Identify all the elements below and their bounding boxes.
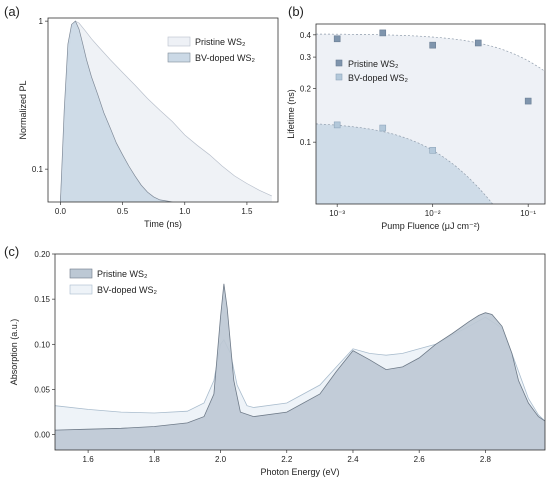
c-y-tick-label: 0.10 <box>34 340 50 349</box>
c-x-tick-label: 1.6 <box>83 455 95 464</box>
b-y-tick-label: 0.4 <box>300 31 312 40</box>
b-x-axis-label: Pump Fluence (μJ cm⁻²) <box>381 221 479 231</box>
plot-frame <box>47 17 279 203</box>
c-legend-swatch <box>69 268 93 279</box>
c-y-tick-label: 0.20 <box>34 250 50 259</box>
c-legend-swatch <box>69 284 93 295</box>
series-bv-doped-line <box>60 20 173 202</box>
c-x-axis-label: Photon Energy (eV) <box>260 467 339 477</box>
b-legend-marker <box>335 73 343 81</box>
c-x-tick-label: 2.2 <box>281 455 293 464</box>
c-x-tick-label: 2.4 <box>347 455 359 464</box>
b-y-tick-label: 0.2 <box>300 84 312 93</box>
series-pristine-line <box>55 283 545 431</box>
b-legend-label: BV-doped WS₂ <box>348 73 409 83</box>
panel-a-plot <box>60 20 272 202</box>
a-y-axis-label: Normalized PL <box>18 80 28 139</box>
c-y-tick-label: 0.05 <box>34 385 50 394</box>
c-x-tick-label: 2.6 <box>414 455 426 464</box>
c-legend-label: Pristine WS₂ <box>97 269 148 279</box>
b-x-tick-label: 10⁻³ <box>329 209 345 218</box>
a-x-tick-label: 1.5 <box>241 207 253 216</box>
b-y-tick-label: 0.3 <box>300 53 312 62</box>
b-legend-marker <box>335 59 343 67</box>
c-y-tick-label: 0.15 <box>34 295 50 304</box>
a-y-tick-label: 0.1 <box>32 165 44 174</box>
panel-c-label: (c) <box>4 244 19 259</box>
panel-a: 0.0 0.5 1.0 1.5 0.1 1 Time (ns) Normalized PL (a… <box>4 4 279 229</box>
plot-frame <box>315 23 546 205</box>
a-legend-label: Pristine WS₂ <box>195 37 246 47</box>
panel-b-label: (b) <box>288 4 304 19</box>
c-y-axis-label: Absorption (a.u.) <box>9 319 19 386</box>
plot-frame <box>54 253 546 451</box>
panel-c-plot <box>55 283 545 450</box>
b-y-axis-label: Lifetime (ns) <box>286 89 296 139</box>
panel-b-plot <box>316 29 545 204</box>
a-x-tick-label: 0.0 <box>55 207 67 216</box>
series-pristine-point <box>524 97 532 105</box>
series-pristine-point <box>429 41 436 49</box>
c-y-tick-label: 0.00 <box>34 431 50 440</box>
b-legend-label: Pristine WS₂ <box>348 59 399 69</box>
a-legend-label: BV-doped WS₂ <box>195 53 256 63</box>
a-x-axis-label: Time (ns) <box>144 219 182 229</box>
series-bv-doped-point <box>379 124 387 132</box>
a-y-tick-label: 1 <box>39 17 44 26</box>
series-pristine-point <box>379 29 387 37</box>
series-bv-doped-point <box>429 147 436 154</box>
c-x-tick-label: 1.8 <box>149 455 161 464</box>
a-x-tick-label: 0.5 <box>117 207 129 216</box>
series-pristine-area <box>55 283 545 450</box>
panel-c: 1.6 1.8 2.0 2.2 2.4 2.6 2.8 0.00 0.05 0.10 0.15 0.2… <box>4 244 546 477</box>
series-pristine-point <box>474 39 482 47</box>
series-bv-doped-fit-area <box>316 123 545 204</box>
c-x-tick-label: 2.0 <box>215 455 227 464</box>
series-pristine-fit-line <box>316 33 545 72</box>
b-x-tick-label: 10⁻¹ <box>520 209 536 218</box>
c-x-tick-label: 2.8 <box>480 455 492 464</box>
series-pristine-point <box>333 35 341 43</box>
c-legend-label: BV-doped WS₂ <box>97 285 158 295</box>
a-legend-swatch <box>167 52 191 63</box>
b-x-tick-label: 10⁻² <box>425 209 441 218</box>
series-bv-doped-point <box>333 121 341 129</box>
a-x-tick-label: 1.0 <box>179 207 191 216</box>
panel-a-label: (a) <box>4 4 20 19</box>
panel-b: 10⁻³ 10⁻² 10⁻¹ 0.1 0.2 0.3 0.4 Pump Fluence (μJ… <box>286 4 546 231</box>
b-y-tick-label: 0.1 <box>300 138 312 147</box>
a-legend-swatch <box>167 36 191 47</box>
